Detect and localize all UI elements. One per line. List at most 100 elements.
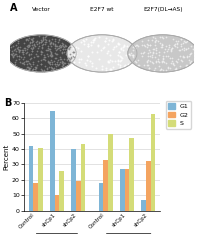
Point — [29, 46, 32, 49]
Point — [161, 60, 164, 64]
Point — [175, 45, 178, 48]
Point — [27, 43, 31, 46]
Point — [187, 46, 190, 50]
Point — [49, 53, 52, 57]
Text: E2F7(DL→AS): E2F7(DL→AS) — [143, 7, 183, 12]
Point — [20, 48, 23, 52]
Point — [143, 44, 147, 48]
Point — [72, 56, 75, 59]
Point — [48, 62, 51, 66]
Point — [153, 68, 156, 72]
Point — [40, 39, 44, 43]
Point — [140, 51, 143, 55]
Point — [61, 59, 64, 63]
Point — [22, 46, 25, 49]
Point — [159, 67, 163, 71]
Point — [40, 68, 43, 72]
Point — [10, 52, 13, 56]
Point — [136, 63, 139, 66]
Point — [166, 47, 169, 51]
Point — [39, 62, 42, 66]
Point — [51, 66, 54, 69]
Point — [52, 59, 55, 63]
Point — [32, 55, 35, 59]
Point — [77, 46, 80, 50]
Point — [131, 53, 134, 57]
Point — [49, 65, 52, 69]
Point — [30, 56, 33, 59]
Point — [158, 35, 161, 39]
Point — [41, 37, 44, 40]
Point — [120, 58, 123, 62]
Point — [183, 55, 186, 59]
Point — [67, 61, 70, 65]
Point — [187, 58, 190, 62]
Point — [43, 55, 47, 59]
Point — [135, 60, 138, 64]
Point — [114, 44, 117, 48]
Point — [97, 43, 100, 47]
Point — [21, 52, 25, 56]
Point — [48, 47, 51, 51]
Point — [35, 54, 39, 58]
Point — [45, 67, 48, 71]
Point — [61, 44, 64, 48]
Point — [47, 62, 51, 65]
Point — [176, 41, 179, 45]
Point — [32, 39, 35, 43]
Point — [94, 36, 97, 40]
Point — [16, 55, 19, 58]
Point — [50, 62, 54, 66]
Point — [109, 67, 112, 70]
Point — [148, 50, 152, 54]
Point — [182, 46, 186, 50]
Point — [105, 51, 108, 55]
Point — [149, 44, 152, 47]
Point — [26, 43, 30, 47]
Point — [75, 45, 78, 49]
Point — [41, 69, 44, 72]
Point — [83, 42, 86, 45]
Point — [41, 35, 45, 39]
Point — [87, 42, 90, 46]
Point — [68, 48, 71, 51]
Point — [54, 43, 57, 47]
Legend: G1, G2, S: G1, G2, S — [166, 101, 191, 128]
Point — [155, 59, 158, 63]
Point — [56, 46, 60, 50]
Point — [118, 65, 121, 69]
Point — [151, 50, 155, 54]
Point — [174, 42, 177, 46]
Point — [114, 59, 117, 62]
Point — [96, 44, 99, 48]
Point — [48, 41, 52, 45]
Point — [20, 50, 24, 54]
Point — [119, 63, 122, 66]
Point — [27, 36, 30, 40]
Point — [30, 52, 33, 55]
Point — [44, 64, 47, 68]
Point — [118, 43, 121, 46]
Point — [59, 44, 62, 48]
Point — [54, 42, 57, 46]
Point — [185, 40, 188, 43]
Point — [25, 37, 28, 41]
Point — [55, 44, 58, 48]
Point — [104, 66, 107, 70]
Point — [174, 39, 177, 43]
Point — [37, 59, 40, 62]
Point — [14, 52, 18, 56]
Point — [171, 61, 174, 65]
Point — [22, 60, 25, 64]
Point — [179, 58, 182, 62]
Point — [145, 45, 149, 49]
Point — [148, 54, 151, 58]
Point — [57, 47, 60, 50]
Point — [50, 60, 53, 64]
Point — [30, 40, 34, 44]
Point — [18, 45, 22, 48]
Point — [167, 54, 170, 58]
Point — [17, 39, 20, 43]
Point — [43, 68, 46, 71]
Point — [126, 44, 129, 48]
